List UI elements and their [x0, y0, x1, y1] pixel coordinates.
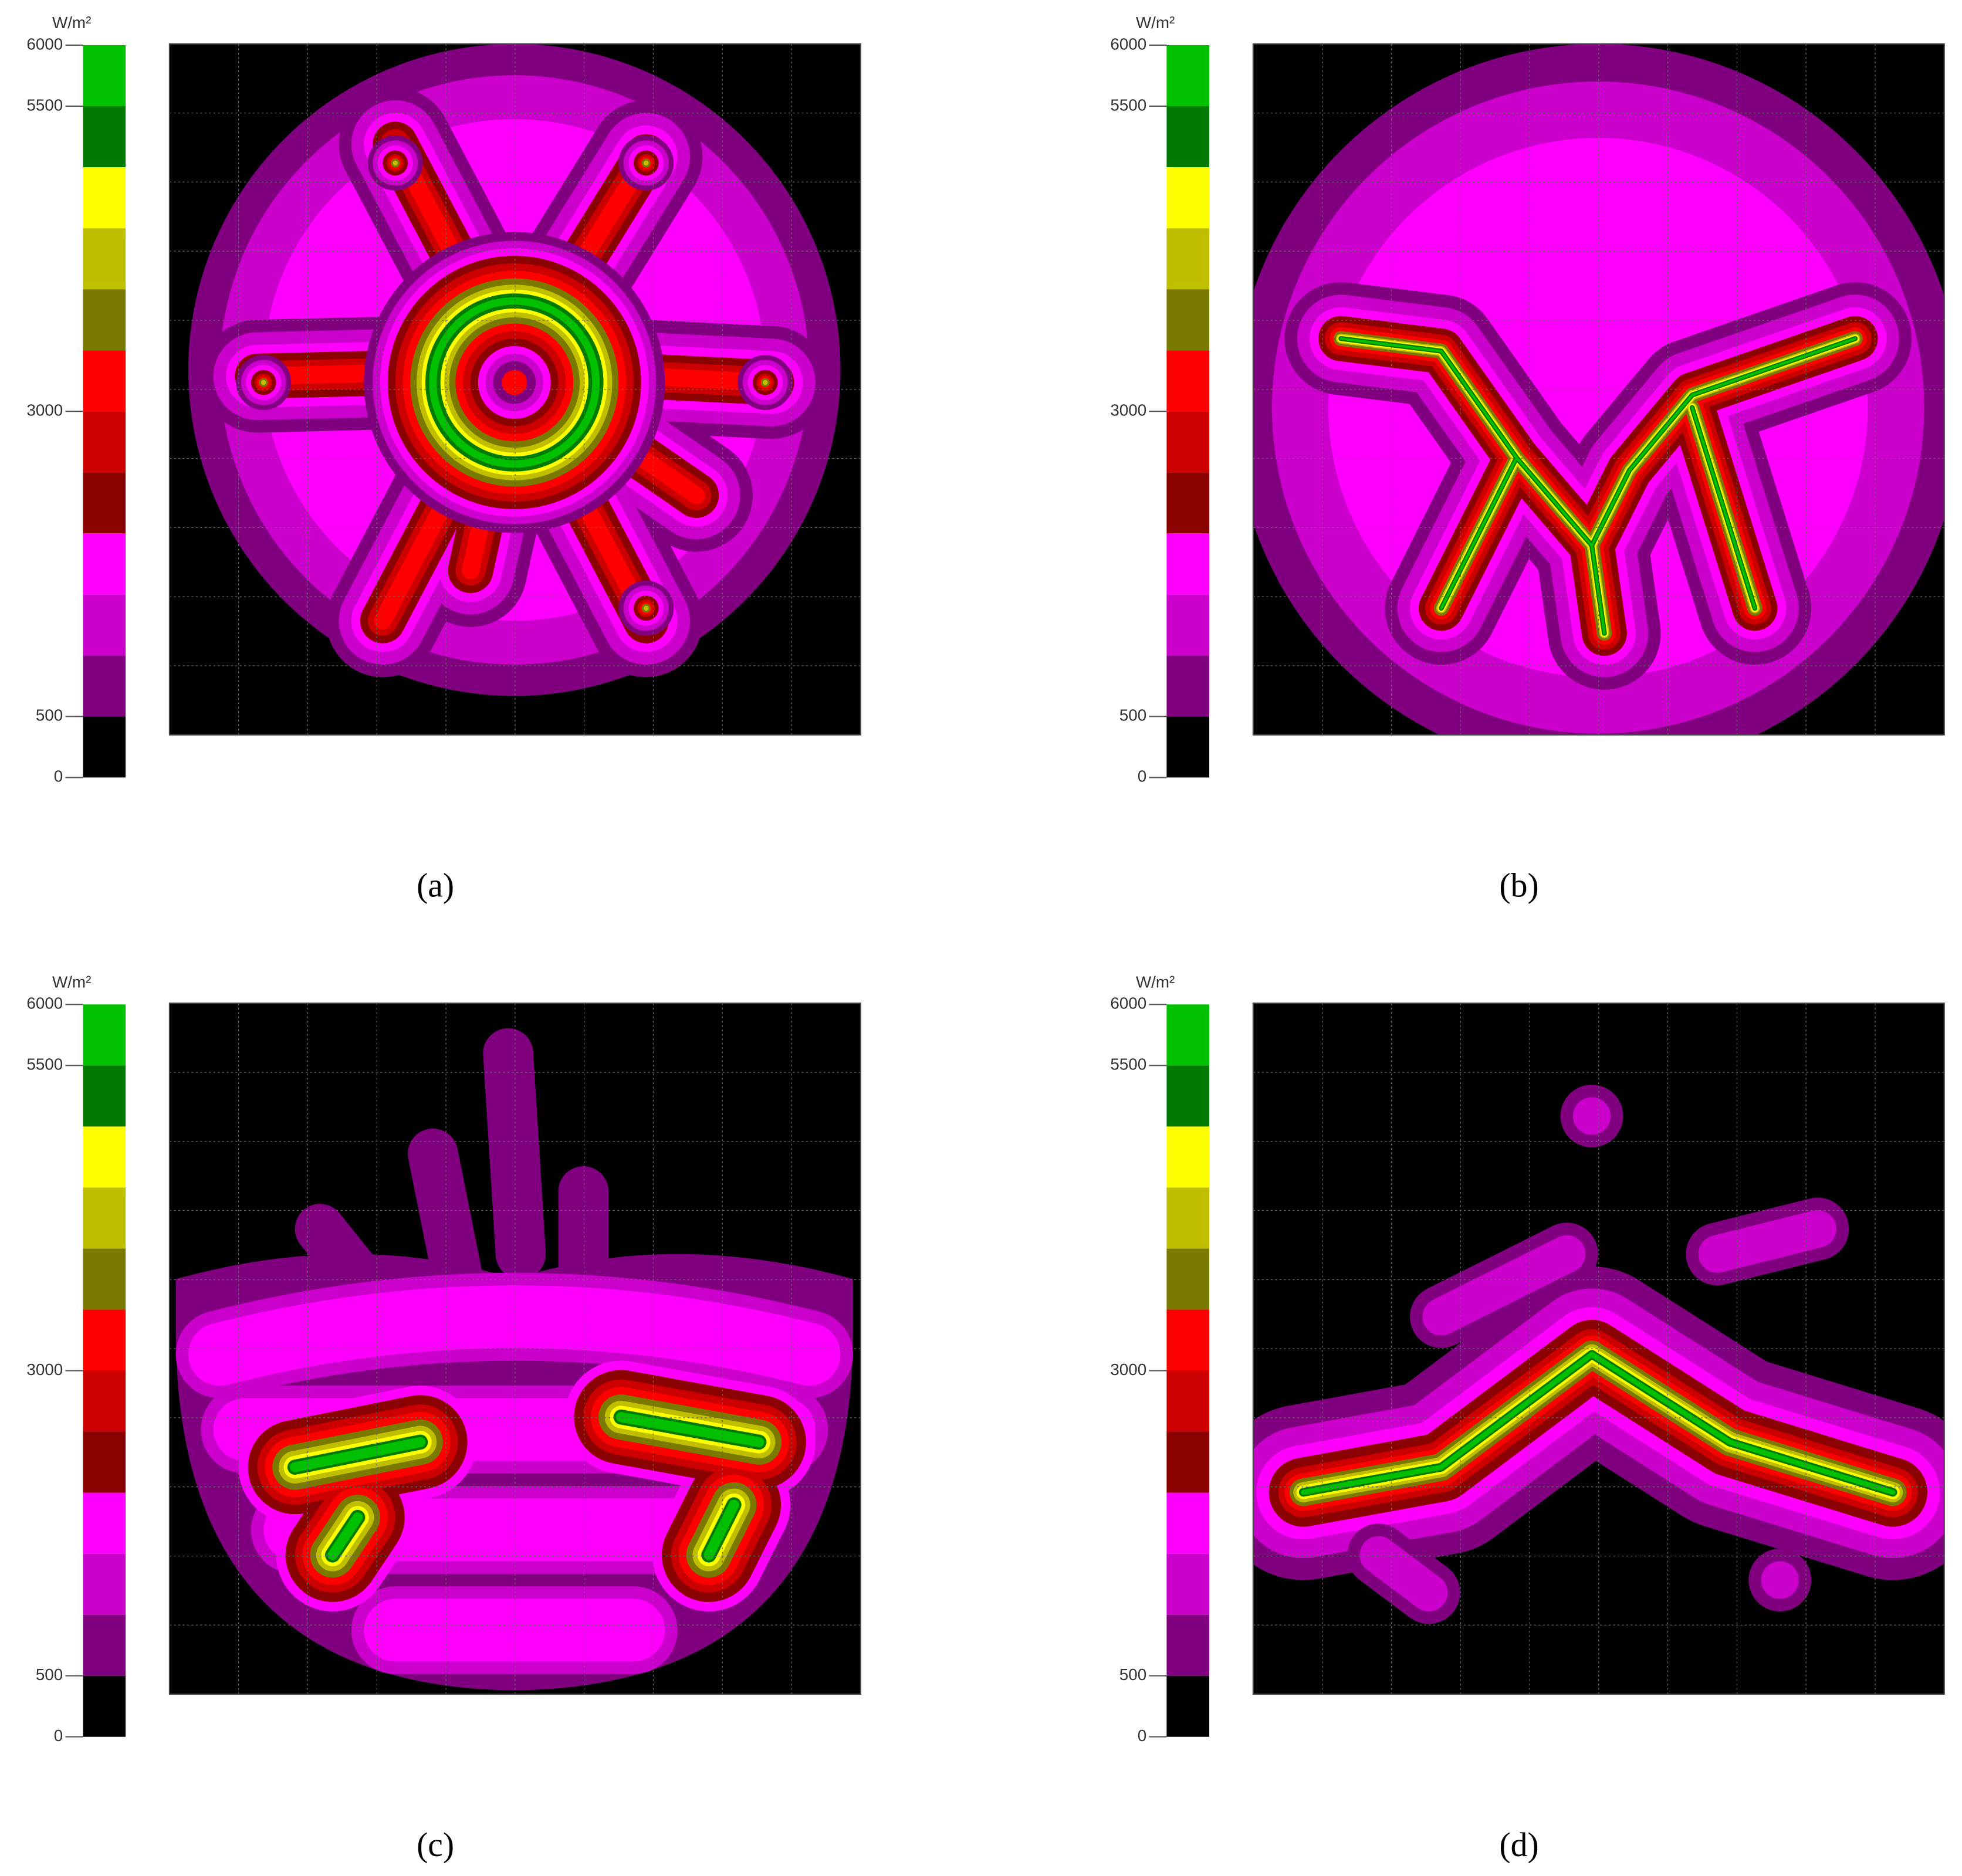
colorbar-band	[1166, 1065, 1210, 1127]
colorbar-band	[83, 350, 126, 412]
heat-region	[295, 1028, 609, 1317]
caption: (a)	[417, 867, 454, 904]
colorbar-band	[1166, 411, 1210, 473]
colorbar-band	[83, 655, 126, 717]
colorbar-tick-label: 5500	[26, 1055, 63, 1074]
colorbar-band	[1166, 716, 1210, 778]
panel: W/m² 0 500 3000 5500 6000 (c)	[26, 973, 861, 1864]
colorbar-band	[1166, 1309, 1210, 1371]
colorbar-band	[83, 106, 126, 168]
panel: W/m² 0 500 3000 5500 6000 (b)	[1110, 13, 1945, 904]
caption: (d)	[1499, 1827, 1538, 1864]
heat-region	[188, 1285, 841, 1662]
colorbar-band	[83, 1614, 126, 1676]
colorbar-band	[1166, 1370, 1210, 1432]
colorbar-band	[83, 167, 126, 229]
colorbar-tick-label: 5500	[26, 96, 63, 114]
colorbar-band	[83, 1248, 126, 1310]
colorbar-tick-label: 6000	[26, 35, 63, 53]
colorbar-band	[1166, 1431, 1210, 1493]
colorbar-band	[1166, 533, 1210, 595]
colorbar-band	[1166, 167, 1210, 229]
heat-region	[429, 297, 600, 468]
colorbar-band	[83, 1065, 126, 1127]
colorbar-label: W/m²	[52, 973, 91, 991]
colorbar-band	[1166, 594, 1210, 656]
heat-region	[1301, 1352, 1896, 1495]
colorbar-tick-label: 500	[36, 1665, 63, 1684]
colorbar-band	[83, 1370, 126, 1432]
colorbar-band	[83, 1187, 126, 1249]
colorbar-band	[83, 289, 126, 351]
colorbar-tick-label: 5500	[1110, 1055, 1146, 1074]
heat-region	[1339, 337, 1857, 635]
caption: (c)	[417, 1827, 454, 1864]
colorbar-band	[83, 533, 126, 595]
panel: W/m² 0 500 3000 5500 6000 (a)	[26, 13, 861, 904]
colorbar-label: W/m²	[1136, 13, 1175, 32]
heatmap	[1253, 43, 1944, 735]
plot-border	[168, 43, 861, 736]
colorbar-band	[83, 1675, 126, 1737]
plot-border	[1252, 1003, 1945, 1695]
colorbar-tick-label: 500	[36, 706, 63, 724]
colorbar-band	[1166, 655, 1210, 717]
colorbar-band	[83, 1004, 126, 1066]
colorbar-label: W/m²	[52, 13, 91, 32]
colorbar-band	[1166, 1187, 1210, 1249]
colorbar-tick-label: 500	[1119, 1665, 1146, 1684]
colorbar-band	[83, 411, 126, 473]
colorbar-band	[83, 594, 126, 656]
colorbar-tick-label: 3000	[26, 1360, 63, 1379]
colorbar-band	[1166, 472, 1210, 534]
colorbar-band	[1166, 1004, 1210, 1066]
heatmap	[175, 1028, 853, 1691]
colorbar-band	[83, 1492, 126, 1554]
colorbar-band	[83, 1126, 126, 1188]
plot-border	[168, 1003, 861, 1695]
colorbar-band	[1166, 45, 1210, 106]
colorbar-band	[1166, 1492, 1210, 1554]
colorbar-band	[83, 1553, 126, 1615]
colorbar-tick-label: 0	[54, 1726, 63, 1745]
plot-border	[1252, 43, 1945, 736]
heatmap	[1253, 1085, 1944, 1624]
colorbar-band	[83, 228, 126, 290]
colorbar-band	[1166, 106, 1210, 168]
colorbar-band	[1166, 1553, 1210, 1615]
colorbar-band	[1166, 1248, 1210, 1310]
colorbar-band	[83, 45, 126, 106]
heat-region	[1359, 1097, 1836, 1611]
colorbar-tick-label: 0	[1138, 1726, 1146, 1745]
colorbar-tick-label: 3000	[1110, 401, 1146, 419]
heat-region	[290, 1412, 764, 1560]
heat-region	[261, 160, 768, 611]
colorbar-band	[1166, 1614, 1210, 1676]
colorbar-band	[83, 716, 126, 778]
colorbar-band	[83, 1309, 126, 1371]
caption: (b)	[1499, 867, 1538, 904]
colorbar-band	[1166, 1126, 1210, 1188]
colorbar-tick-label: 6000	[1110, 35, 1146, 53]
colorbar-tick-label: 3000	[1110, 1360, 1146, 1379]
colorbar-band	[1166, 350, 1210, 412]
colorbar-band	[1166, 228, 1210, 290]
colorbar-tick-label: 6000	[26, 994, 63, 1013]
panel: W/m² 0 500 3000 5500 6000 (d)	[1110, 973, 1945, 1864]
colorbar-tick-label: 5500	[1110, 96, 1146, 114]
colorbar-tick-label: 3000	[26, 401, 63, 419]
heatmap	[188, 43, 841, 696]
colorbar-tick-label: 500	[1119, 706, 1146, 724]
colorbar-band	[83, 472, 126, 534]
colorbar-band	[1166, 1675, 1210, 1737]
colorbar-tick-label: 6000	[1110, 994, 1146, 1013]
colorbar-label: W/m²	[1136, 973, 1175, 991]
colorbar-band	[83, 1431, 126, 1493]
colorbar-tick-label: 0	[54, 767, 63, 785]
colorbar-tick-label: 0	[1138, 767, 1146, 785]
colorbar-band	[1166, 289, 1210, 351]
